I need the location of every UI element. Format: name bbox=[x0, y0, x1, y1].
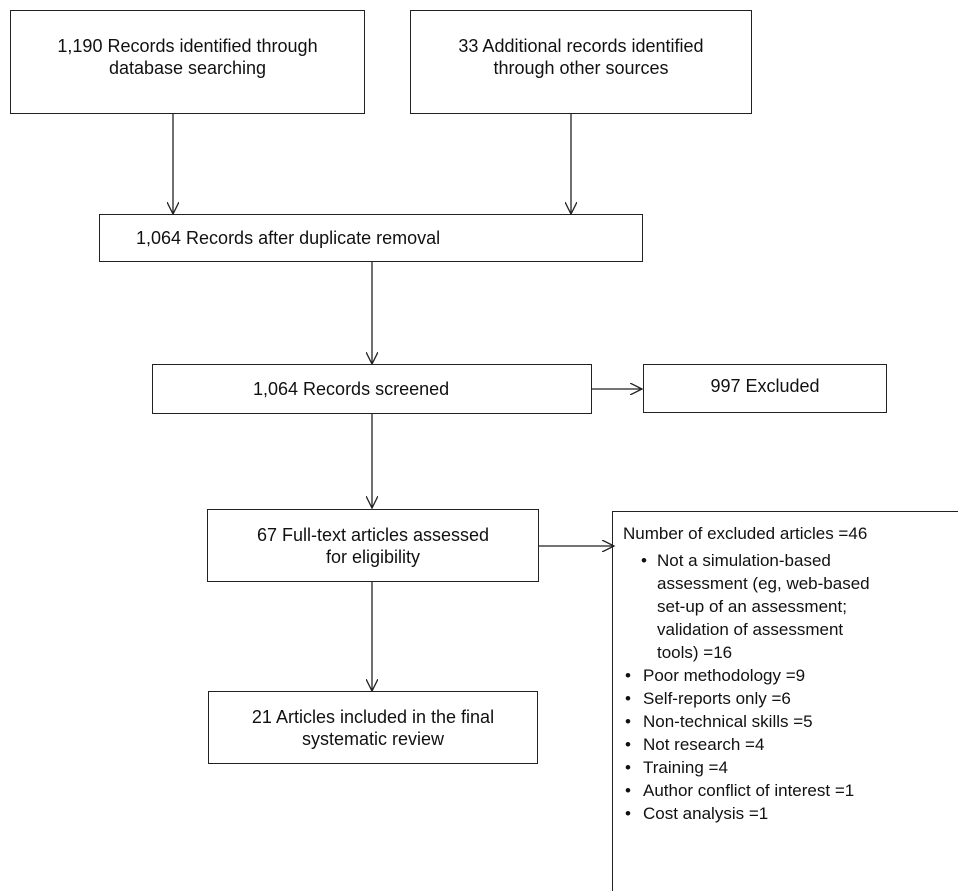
included-line-2: systematic review bbox=[301, 728, 445, 749]
exclusion-item: Non-technical skills =5 bbox=[623, 710, 958, 733]
other-sources-line-2: through other sources bbox=[493, 58, 669, 78]
included-line-1: 21 Articles included in the final bbox=[251, 706, 495, 727]
dedup-label: 1,064 Records after duplicate removal bbox=[136, 228, 441, 248]
dedup-box: 1,064 Records after duplicate removal bbox=[99, 214, 643, 262]
exclusion-item: Cost analysis =1 bbox=[623, 802, 958, 825]
exclusion-reasons-box: Number of excluded articles =46 Not a si… bbox=[612, 511, 958, 891]
exclusion-reasons-list: Not a simulation-based assessment (eg, w… bbox=[623, 549, 958, 825]
other-sources-box: 33 Additional records identified through… bbox=[410, 10, 752, 114]
included-box: 21 Articles included in the final system… bbox=[208, 691, 538, 764]
db-search-box: 1,190 Records identified through databas… bbox=[10, 10, 365, 114]
fulltext-line-1: 67 Full-text articles assessed bbox=[256, 524, 490, 545]
exclusion-reasons-title: Number of excluded articles =46 bbox=[623, 524, 868, 543]
exclusion-item: Poor methodology =9 bbox=[623, 664, 958, 687]
db-search-line-2: database searching bbox=[108, 58, 267, 78]
exclusion-item: Training =4 bbox=[623, 756, 958, 779]
screened-label: 1,064 Records screened bbox=[253, 379, 450, 399]
exclusion-item: Self-reports only =6 bbox=[623, 687, 958, 710]
excluded-label: 997 Excluded bbox=[710, 376, 820, 396]
exclusion-item: Author conflict of interest =1 bbox=[623, 779, 958, 802]
fulltext-box: 67 Full-text articles assessed for eligi… bbox=[207, 509, 539, 582]
screened-box: 1,064 Records screened bbox=[152, 364, 592, 414]
exclusion-item: Not a simulation-based assessment (eg, w… bbox=[623, 549, 958, 664]
exclusion-item: Not research =4 bbox=[623, 733, 958, 756]
flow-arrows bbox=[0, 113, 958, 865]
other-sources-line-1: 33 Additional records identified bbox=[458, 36, 704, 56]
excluded-box: 997 Excluded bbox=[643, 364, 887, 413]
fulltext-line-2: for eligibility bbox=[325, 546, 421, 567]
db-search-line-1: 1,190 Records identified through bbox=[57, 36, 318, 56]
